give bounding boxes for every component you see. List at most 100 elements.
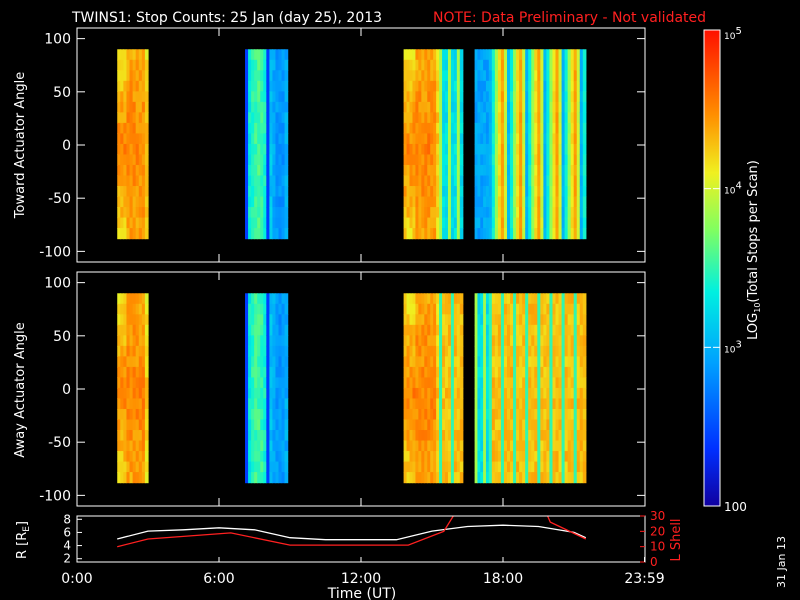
toward-cell [436,122,440,135]
away-cell [500,472,505,484]
toward-cell [430,80,434,92]
away-cell [266,461,270,473]
toward-cell [549,122,554,135]
away-cell [483,461,487,473]
away-cell [257,356,261,368]
away-cell [257,314,261,326]
away-cell [403,303,408,315]
toward-cell [537,133,541,145]
toward-cell [573,91,578,103]
toward-cell [555,101,560,113]
toward-cell [519,70,523,82]
toward-cell [275,196,280,208]
away-cell [474,314,479,326]
away-cell [275,387,280,400]
toward-cell [421,133,425,145]
toward-cell [450,59,455,71]
away-cell [497,419,502,431]
toward-cell [120,228,124,240]
toward-cell [257,101,261,113]
toward-cell [281,112,286,124]
away-cell [522,324,526,336]
toward-cell [525,49,529,61]
away-cell [421,461,425,473]
toward-cell [474,59,479,71]
away-cell [573,430,578,442]
away-cell [558,314,563,326]
toward-cell [275,49,280,61]
away-cell [567,451,572,463]
away-cell [561,303,566,315]
away-cell [412,303,417,315]
away-cell [412,419,417,431]
toward-cell [516,101,520,113]
toward-cell [582,175,587,187]
away-cell [528,408,532,421]
toward-cell [266,112,270,124]
toward-cell [418,228,422,240]
away-cell [409,461,414,473]
away-cell [576,345,581,357]
away-cell [561,324,566,336]
toward-cell [503,80,508,92]
toward-cell [129,207,134,219]
toward-cell [445,175,449,187]
toward-cell [453,154,458,166]
away-cell [567,345,572,357]
orbit-y2tick-label: 30 [650,509,665,523]
away-cell [120,335,124,347]
toward-cell [281,101,286,113]
toward-cell [483,175,487,187]
away-cell [251,293,255,305]
away-cell [573,451,578,463]
away-cell [281,356,286,368]
toward-cell [117,228,121,240]
away-cell [579,472,584,484]
toward-cell [558,91,563,103]
toward-cell [272,217,277,229]
away-cell [555,345,560,357]
away-cell [412,324,417,336]
away-cell [528,303,532,315]
toward-cell [120,112,124,124]
away-cell [141,345,146,357]
toward-cell [488,91,493,103]
away-cell [573,408,578,421]
toward-cell [497,228,502,240]
away-cell [474,419,479,431]
away-cell [488,419,493,431]
toward-cell [445,207,449,219]
away-cell [447,387,452,400]
away-cell [485,345,490,357]
toward-cell [519,154,523,166]
toward-cell [483,101,487,113]
toward-cell [549,217,554,229]
away-cell [409,303,414,315]
colorbar-tick-label: 103 [724,339,742,355]
away-cell [528,461,532,473]
toward-cell [528,101,532,113]
toward-cell [260,49,264,61]
away-cell [447,377,452,389]
away-cell [570,293,575,305]
away-cell [421,335,425,347]
orbit-y2tick-label: 0 [650,555,658,569]
toward-cell [433,228,437,240]
away-cell [427,387,431,400]
away-cell [522,408,526,421]
away-cell [272,451,277,463]
away-cell [430,398,434,410]
toward-cell [561,196,566,208]
away-cell [251,345,255,357]
away-cell [480,356,484,368]
toward-cell [519,207,523,219]
away-cell [123,398,128,410]
toward-cell [576,217,581,229]
away-cell [537,377,541,389]
away-cell [564,324,569,336]
away-cell [453,472,458,484]
toward-cell [439,143,443,156]
away-cell [275,335,280,347]
away-cell [442,303,446,315]
toward-cell [513,80,517,92]
